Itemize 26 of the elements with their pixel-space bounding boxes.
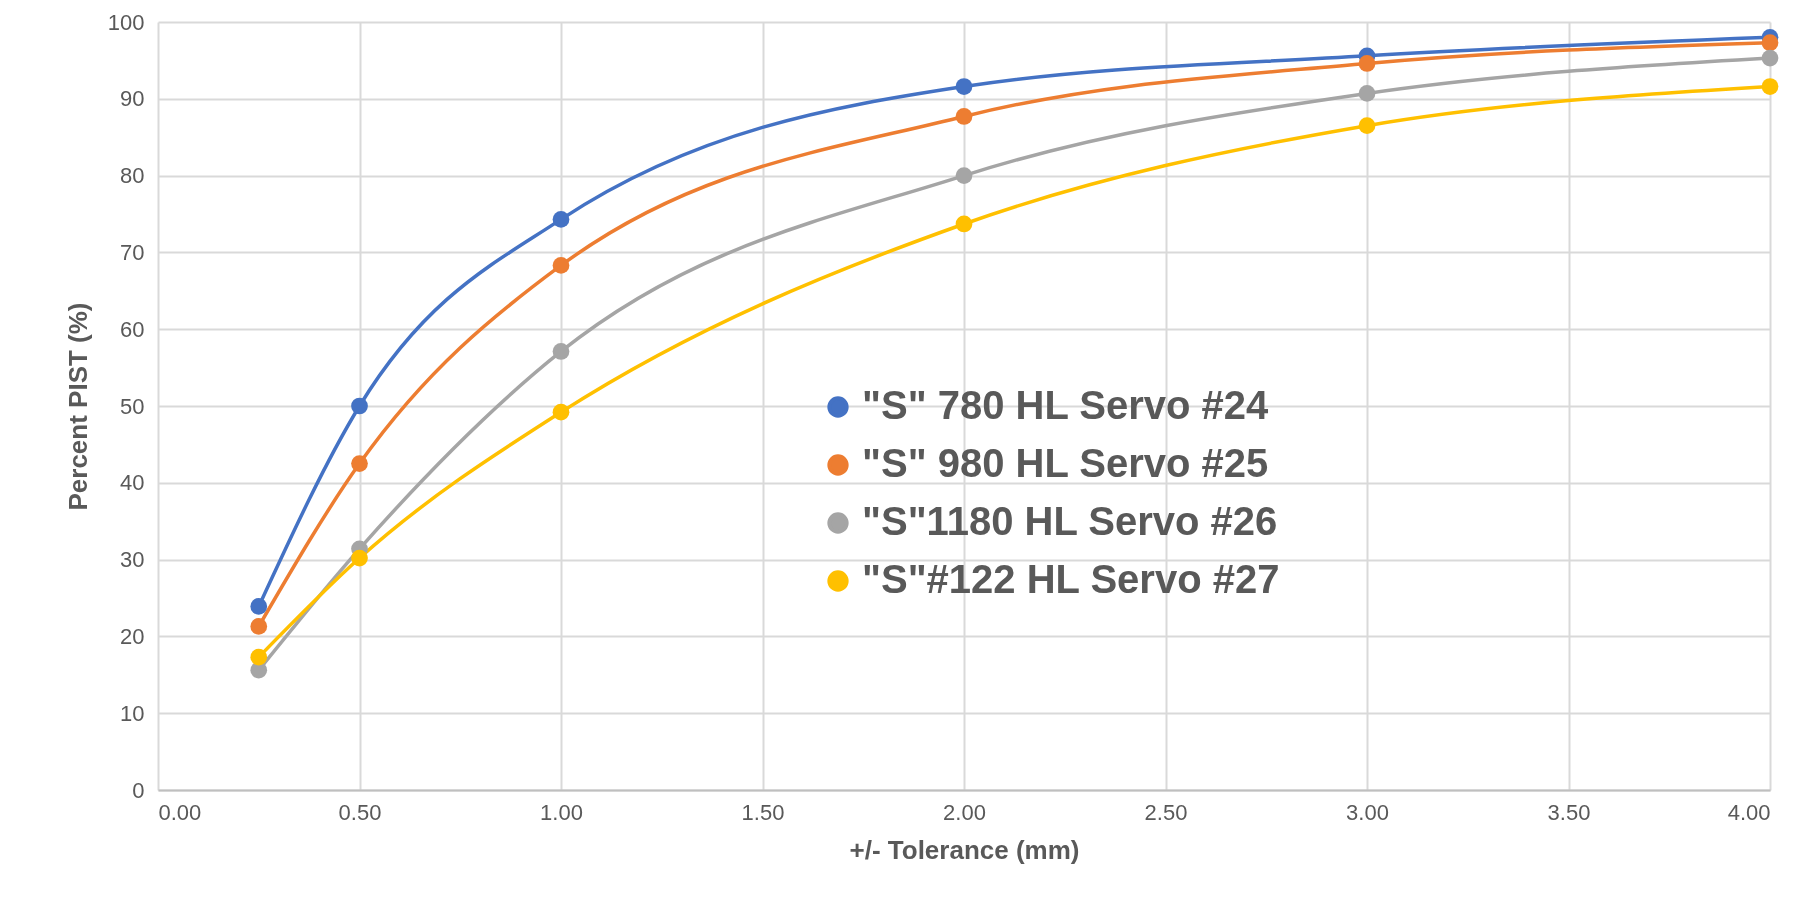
x-tick-label: 1.50	[741, 799, 785, 825]
y-tick-label: 60	[120, 316, 145, 342]
y-tick-label: 10	[120, 700, 145, 726]
legend-label: "S" 780 HL Servo #24	[862, 383, 1270, 427]
y-tick-label: 50	[120, 393, 145, 419]
x-tick-label: 3.50	[1547, 799, 1591, 825]
x-axis-title: +/- Tolerance (mm)	[849, 834, 1080, 865]
x-tick-label: 2.00	[943, 799, 986, 825]
y-tick-label: 90	[120, 86, 145, 112]
legend-label: "S"1180 HL Servo #26	[862, 499, 1278, 543]
x-tick-label: 1.00	[540, 799, 583, 825]
x-tick-label: 4.00	[1727, 799, 1771, 825]
y-tick-label: 30	[120, 547, 145, 573]
legend-label: "S"#122 HL Servo #27	[862, 557, 1280, 601]
y-tick-label: 0	[132, 777, 145, 803]
y-tick-label: 100	[107, 9, 145, 35]
x-tick-label: 2.50	[1144, 799, 1188, 825]
y-tick-label: 80	[120, 163, 145, 189]
y-tick-label: 40	[120, 470, 145, 496]
x-tick-label: 3.00	[1346, 799, 1389, 825]
y-axis-title: Percent PIST (%)	[62, 302, 93, 511]
legend-label: "S" 980 HL Servo #25	[862, 441, 1269, 485]
y-tick-label: 70	[120, 239, 145, 265]
x-tick-label: 0.00	[158, 799, 202, 825]
x-tick-label: 0.50	[338, 799, 382, 825]
y-tick-label: 20	[120, 623, 145, 649]
